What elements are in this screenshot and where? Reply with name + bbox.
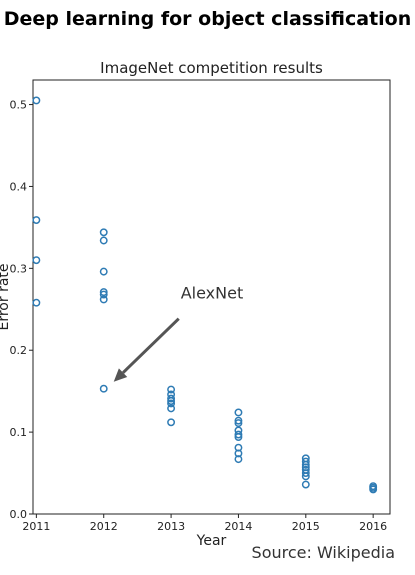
data-point [33,300,39,306]
x-tick-label: 2015 [292,520,320,533]
data-point [101,237,107,243]
data-point [33,97,39,103]
data-point [101,268,107,274]
data-point [168,419,174,425]
x-tick-label: 2012 [90,520,118,533]
data-point [235,409,241,415]
y-axis-label: Error rate [0,263,12,330]
y-axis-ticks: 0.00.10.20.30.40.5 [10,99,34,521]
data-point [303,481,309,487]
x-tick-label: 2013 [157,520,185,533]
data-point [33,217,39,223]
y-tick-label: 0.1 [10,426,28,439]
y-tick-label: 0.2 [10,344,28,357]
chart-title: ImageNet competition results [100,59,323,77]
data-point [101,229,107,235]
x-tick-label: 2014 [224,520,252,533]
data-point [33,257,39,263]
annotation-label: AlexNet [181,284,244,303]
x-axis-label: Year [196,533,227,549]
source-credit: Source: Wikipedia [252,543,395,562]
y-tick-label: 0.4 [10,180,28,193]
x-tick-label: 2011 [22,520,50,533]
x-tick-label: 2016 [359,520,387,533]
annotation-arrow-shaft [123,319,179,373]
annotations: AlexNet [114,284,244,382]
x-axis-ticks: 2011 2012 2013 2014 2015 2016 [22,514,387,533]
y-tick-label: 0.5 [10,99,28,112]
y-tick-label: 0.3 [10,262,28,275]
data-point [101,386,107,392]
